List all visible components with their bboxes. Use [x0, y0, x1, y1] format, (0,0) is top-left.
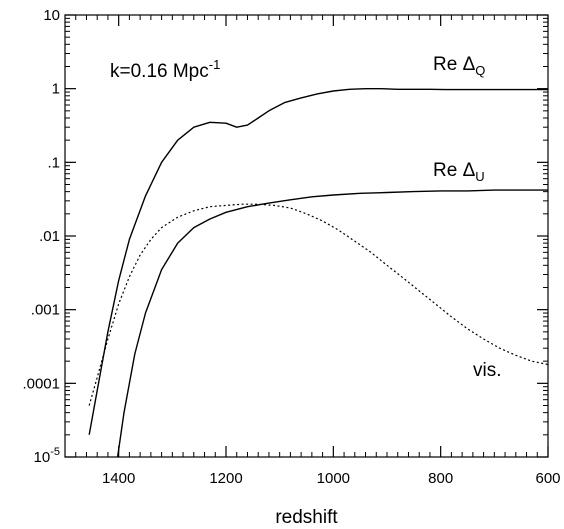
- y-tick-label: 10: [43, 7, 60, 24]
- x-tick-label: 800: [428, 470, 453, 487]
- x-axis-label: redshift: [275, 507, 338, 528]
- x-tick-labels: 1400 1200 1000 800 600: [102, 470, 561, 487]
- series-line-visibility: [88, 203, 549, 406]
- y-tick-label: .01: [39, 228, 60, 245]
- series-label-re-delta-u: Re ΔU: [433, 160, 485, 184]
- y-tick-label: .001: [31, 302, 60, 319]
- minor-ticks: [64, 15, 548, 457]
- x-tick-label: 1000: [317, 470, 350, 487]
- y-tick-label: .1: [47, 154, 60, 171]
- y-tick-labels: 10-5 .0001 .001 .01 .1 1 10: [22, 7, 60, 466]
- y-tick-label: 1: [52, 81, 60, 98]
- series-line-re-delta-q: [88, 88, 548, 435]
- x-tick-label: 1400: [102, 470, 135, 487]
- y-tick-label: .0001: [22, 375, 60, 392]
- annotation-k-value: k=0.16 Mpc-1: [110, 57, 220, 82]
- y-tick-label: 10-5: [34, 446, 60, 466]
- series-label-re-delta-q: Re ΔQ: [433, 54, 485, 78]
- label-layer: k=0.16 Mpc-1 Re ΔQ Re ΔU vis. redshift: [110, 54, 502, 528]
- series-label-vis: vis.: [473, 360, 502, 381]
- series-line-re-delta-u: [116, 189, 548, 458]
- x-tick-label: 1200: [209, 470, 242, 487]
- series-layer: [88, 88, 549, 458]
- major-ticks: [65, 14, 549, 458]
- x-tick-label: 600: [535, 470, 560, 487]
